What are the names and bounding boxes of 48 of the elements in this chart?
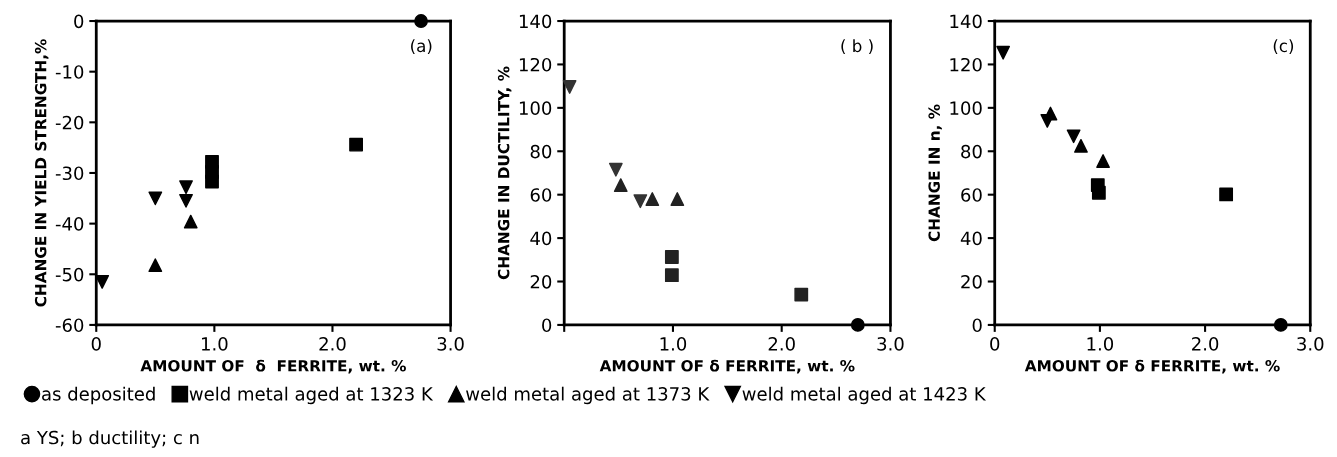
legend-label: weld metal aged at 1323 K: [189, 386, 434, 405]
annotation: (c): [1273, 39, 1294, 55]
y-axis-title: CHANGE IN YIELD STRENGTH,%: [34, 39, 49, 307]
y-tick-label: 40: [530, 231, 552, 246]
y-tick-label: 60: [961, 188, 982, 202]
x-tick-label: 1.0: [660, 337, 687, 351]
y-tick-label: -30: [55, 166, 84, 181]
y-tick-label: 140: [950, 14, 982, 29]
y-tick-label: -10: [55, 65, 84, 79]
legend-label: weld metal aged at 1423 K: [742, 386, 987, 405]
y-tick-label: -40: [55, 217, 84, 231]
legend-label: weld metal aged at 1373 K: [466, 386, 710, 405]
x-axis-title: AMOUNT OF δ FERRITE, wt. %: [599, 359, 855, 374]
x-axis-title: AMOUNT OF δ FERRITE, wt. %: [1024, 359, 1280, 374]
x-tick-label: 2.0: [768, 337, 795, 351]
y-tick-label: 0: [972, 318, 982, 333]
x-tick-label: 2.0: [1192, 337, 1219, 351]
y-axis-title: CHANGE IN DUCTILITY, %: [497, 66, 512, 280]
x-tick-label: 1.0: [201, 337, 228, 351]
y-tick-label: 140: [519, 14, 552, 29]
x-tick-label: 2.0: [319, 337, 346, 351]
y-tick-label: -20: [55, 115, 84, 130]
legend-label: as deposited: [42, 386, 155, 405]
y-tick-label: 0: [542, 318, 552, 333]
x-tick-label: 0: [990, 337, 1000, 351]
y-tick-label: 20: [961, 274, 982, 289]
y-tick-label: 100: [519, 101, 552, 115]
y-tick-label: 40: [960, 231, 982, 246]
x-tick-label: 0: [91, 337, 101, 351]
x-tick-label: 3.0: [1297, 337, 1324, 351]
x-tick-label: 1.0: [1087, 337, 1114, 351]
y-tick-label: 20: [530, 274, 552, 289]
annotation: ( b ): [841, 39, 873, 55]
y-tick-label: -60: [55, 318, 84, 333]
y-tick-label: 0: [74, 14, 84, 29]
y-tick-label: 80: [530, 144, 552, 159]
y-tick-label: 60: [530, 188, 552, 202]
x-tick-label: 3.0: [877, 337, 904, 351]
annotation: (a): [411, 39, 432, 55]
text: a YS; b ductility; c n: [21, 430, 199, 448]
y-tick-label: -50: [55, 267, 84, 282]
y-axis-title: CHANGE IN n, %: [928, 104, 942, 242]
y-tick-label: 100: [950, 101, 982, 115]
y-tick-label: 80: [961, 144, 982, 159]
x-tick-label: 3.0: [437, 337, 464, 351]
y-tick-label: 120: [950, 57, 982, 72]
x-axis-title: AMOUNT OF δ FERRITE, wt. %: [140, 359, 406, 374]
y-tick-label: 120: [519, 57, 552, 72]
